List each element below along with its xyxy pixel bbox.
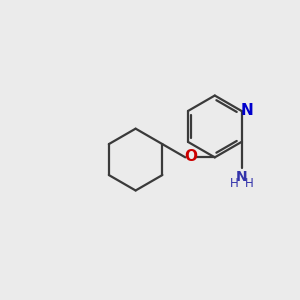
- Text: H: H: [230, 177, 239, 190]
- Text: H: H: [244, 177, 253, 190]
- Text: O: O: [184, 149, 197, 164]
- Text: N: N: [236, 169, 248, 184]
- Text: N: N: [240, 103, 253, 118]
